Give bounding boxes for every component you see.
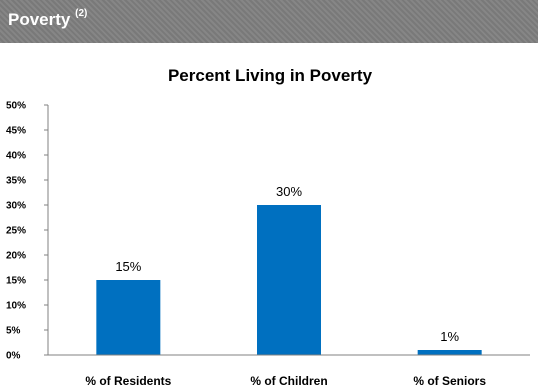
data-labels: 15% 30% 1% (115, 184, 459, 344)
footnote-marker: (2) (75, 8, 88, 20)
section-header: Poverty (2) (0, 0, 538, 43)
y-tick-label: 35% (6, 176, 26, 187)
section-title-text: Poverty (8, 10, 71, 29)
bar-data-label: 15% (115, 259, 141, 274)
bar-data-label: 1% (440, 329, 459, 344)
y-tick-label: 0% (6, 351, 21, 362)
y-tick-label: 50% (6, 101, 26, 112)
x-axis: % of Residents % of Children % of Seniors (48, 354, 530, 388)
y-tick-label: 20% (6, 251, 26, 262)
chart-title: Percent Living in Poverty (168, 66, 373, 85)
x-category-label: % of Children (250, 374, 327, 388)
bar (96, 280, 161, 355)
bar (417, 350, 482, 355)
y-tick-label: 40% (6, 151, 26, 162)
y-axis: 0% 5% 10% 15% 20% 25% 30% 35% 40% 45% 50% (6, 101, 49, 362)
y-tick-label: 45% (6, 126, 26, 137)
y-tick-label: 5% (6, 326, 21, 337)
y-tick-label: 25% (6, 226, 26, 237)
y-tick-label: 10% (6, 301, 26, 312)
x-category-label: % of Seniors (413, 374, 486, 388)
x-category-label: % of Residents (85, 374, 171, 388)
bar-data-label: 30% (276, 184, 302, 199)
bars (96, 205, 482, 355)
y-tick-label: 15% (6, 276, 26, 287)
y-tick-label: 30% (6, 201, 26, 212)
bar (257, 205, 321, 355)
section-title: Poverty (2) (8, 8, 88, 30)
